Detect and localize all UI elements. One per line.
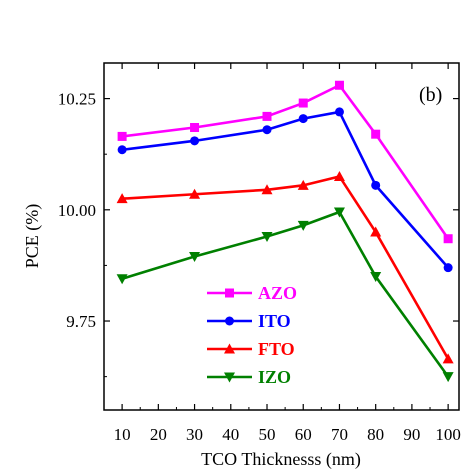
- data-point: [334, 107, 344, 117]
- series-izo: [116, 207, 454, 383]
- x-tick-label: 70: [331, 425, 348, 444]
- data-point: [333, 170, 345, 181]
- data-point: [190, 123, 200, 133]
- y-axis-title: PCE (%): [22, 204, 43, 269]
- legend: AZO ITO FTO IZO: [207, 283, 297, 387]
- series-line: [121, 110, 450, 269]
- data-point: [298, 114, 308, 124]
- data-point: [297, 179, 309, 190]
- series-line: [122, 174, 450, 360]
- data-point: [443, 263, 453, 273]
- data-point: [370, 226, 382, 237]
- x-tick-label: 40: [222, 425, 239, 444]
- legend-item-azo: AZO: [207, 283, 297, 303]
- x-tick-label: 90: [403, 425, 420, 444]
- legend-marker: [224, 343, 235, 354]
- data-point: [443, 234, 453, 244]
- axis-ticks: 10 20 30 40 50 60 70 80 90 100 9.75 10.00 10.25: [58, 63, 461, 444]
- data-point: [370, 272, 382, 283]
- data-point: [116, 193, 128, 204]
- y-tick-label: 9.75: [66, 312, 96, 331]
- legend-item-fto: FTO: [207, 339, 295, 359]
- legend-marker: [224, 372, 235, 383]
- series-azo: [117, 80, 453, 244]
- data-point: [190, 136, 200, 146]
- series-ito: [117, 107, 453, 273]
- data-point: [442, 353, 454, 364]
- x-tick-label: 60: [295, 425, 312, 444]
- panel-label: (b): [419, 84, 442, 106]
- legend-label: ITO: [258, 311, 291, 331]
- data-point: [189, 188, 201, 199]
- x-tick-label: 100: [435, 425, 461, 444]
- legend-item-izo: IZO: [207, 367, 291, 387]
- data-point: [371, 180, 381, 190]
- data-point: [298, 98, 308, 108]
- data-point: [262, 125, 272, 135]
- legend-marker: [225, 316, 234, 326]
- data-point: [297, 220, 309, 231]
- x-tick-label: 80: [367, 425, 384, 444]
- data-point: [371, 129, 381, 139]
- x-tick-label: 50: [259, 425, 276, 444]
- data-point: [117, 131, 127, 141]
- legend-item-ito: ITO: [207, 311, 291, 331]
- x-tick-label: 30: [186, 425, 203, 444]
- data-point: [334, 80, 344, 90]
- plot-frame: [103, 62, 460, 411]
- series-layer: [116, 80, 454, 383]
- series-fto: [116, 170, 454, 364]
- data-point: [262, 111, 272, 121]
- data-point: [117, 145, 127, 155]
- x-axis-title: TCO Thicknesss (nm): [201, 449, 361, 470]
- y-tick-label: 10.00: [58, 201, 96, 220]
- legend-label: IZO: [258, 367, 291, 387]
- legend-marker: [225, 288, 234, 298]
- legend-label: AZO: [258, 283, 297, 303]
- data-point: [442, 372, 454, 383]
- data-point: [116, 274, 128, 285]
- legend-label: FTO: [258, 339, 295, 359]
- y-tick-label: 10.25: [58, 90, 96, 109]
- x-tick-label: 10: [114, 425, 131, 444]
- data-point: [261, 184, 273, 195]
- data-point: [261, 232, 273, 242]
- data-point: [189, 252, 201, 263]
- x-tick-label: 20: [150, 425, 167, 444]
- series-line: [121, 83, 450, 240]
- data-point: [333, 207, 345, 218]
